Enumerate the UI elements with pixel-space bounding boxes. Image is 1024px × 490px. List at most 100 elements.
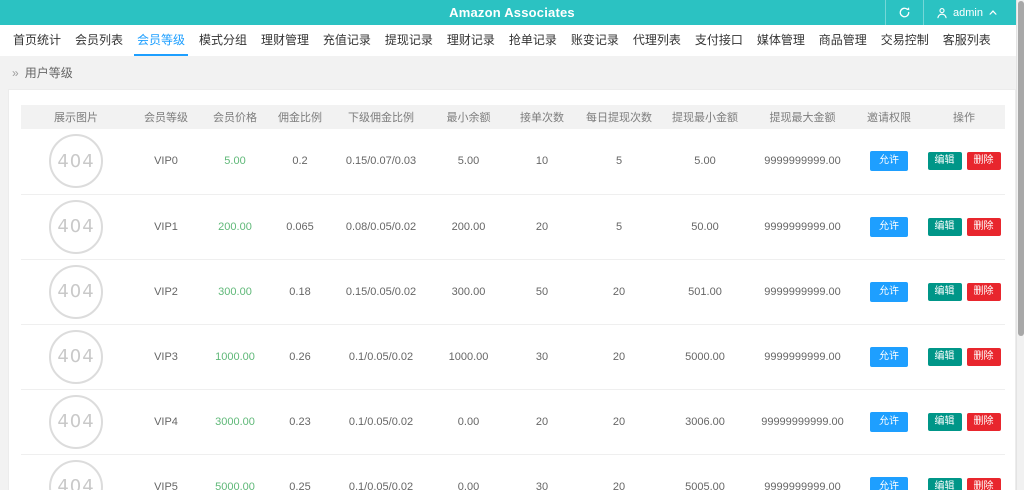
cell-member-level: VIP5 [131, 454, 201, 490]
cell-member-level: VIP3 [131, 324, 201, 390]
nav-item-10[interactable]: 账变记录 [570, 33, 619, 47]
edit-button[interactable]: 编辑 [927, 152, 962, 171]
placeholder-404-text: 404 [57, 346, 95, 367]
cell-member-level: VIP2 [131, 259, 201, 325]
refresh-button[interactable] [885, 0, 925, 25]
cell-max-withdrawal: 9999999999.00 [750, 129, 855, 195]
edit-button[interactable]: 编辑 [927, 412, 962, 431]
cell-commission-ratio: 0.2 [269, 129, 331, 195]
cell-max-withdrawal: 9999999999.00 [750, 194, 855, 260]
cell-daily-withdrawal-count: 5 [578, 194, 660, 260]
cell-order-count: 50 [506, 259, 578, 325]
placeholder-404-text: 404 [57, 150, 95, 172]
nav-item-7[interactable]: 提现记录 [384, 33, 433, 47]
cell-min-balance: 5.00 [431, 129, 506, 195]
cell-order-count: 30 [506, 324, 578, 390]
allow-button[interactable]: 允许 [870, 281, 908, 302]
table-body: 404 VIP0 5.00 0.2 0.15/0.07/0.03 5.00 10… [21, 129, 1005, 490]
cell-commission-ratio: 0.23 [269, 389, 331, 455]
cell-max-withdrawal: 9999999999.00 [750, 454, 855, 490]
vip-levels-table: 展示图片 会员等级 会员价格 佣金比例 下级佣金比例 最小余额 接单次数 每日提现次数 提现最小… [21, 105, 1005, 490]
app-title: Amazon Associates [449, 5, 575, 20]
cell-daily-withdrawal-count: 5 [578, 129, 660, 195]
table-row: 404 VIP5 5000.00 0.25 0.1/0.05/0.02 0.00… [21, 454, 1005, 490]
image-404-placeholder: 404 [49, 134, 103, 189]
cell-commission-ratio: 0.18 [269, 259, 331, 325]
delete-button[interactable]: 删除 [966, 152, 1001, 171]
cell-commission-ratio: 0.065 [269, 194, 331, 260]
nav-item-15[interactable]: 交易控制 [880, 33, 929, 47]
vertical-scrollbar[interactable] [1016, 0, 1024, 490]
nav-item-4[interactable]: 模式分组 [198, 33, 247, 47]
cell-member-price: 1000.00 [201, 324, 269, 390]
allow-button[interactable]: 允许 [870, 151, 908, 172]
allow-button[interactable]: 允许 [870, 216, 908, 237]
breadcrumb-label: 用户等级 [24, 66, 73, 80]
nav-item-9[interactable]: 抢单记录 [508, 33, 557, 47]
nav-item-12[interactable]: 支付接口 [694, 33, 743, 47]
allow-button[interactable]: 允许 [870, 346, 908, 367]
edit-button[interactable]: 编辑 [927, 217, 962, 236]
scrollbar-thumb[interactable] [1018, 1, 1024, 336]
admin-username: admin [953, 6, 983, 19]
cell-min-balance: 300.00 [431, 259, 506, 325]
cell-daily-withdrawal-count: 20 [578, 259, 660, 325]
cell-member-level: VIP4 [131, 389, 201, 455]
cell-order-count: 30 [506, 454, 578, 490]
cell-max-withdrawal: 99999999999.00 [750, 389, 855, 455]
cell-sub-commission-ratio: 0.1/0.05/0.02 [331, 389, 431, 455]
nav-item-1[interactable]: 首页统计 [13, 33, 62, 47]
table-row: 404 VIP3 1000.00 0.26 0.1/0.05/0.02 1000… [21, 324, 1005, 390]
navbar: 首页统计 会员列表 会员等级 模式分组 理财管理 充值记录 提现记录 理财记录 抢单记录 账变记录… [0, 25, 1024, 56]
table-row: 404 VIP2 300.00 0.18 0.15/0.05/0.02 300.… [21, 259, 1005, 325]
delete-button[interactable]: 删除 [966, 477, 1001, 490]
delete-button[interactable]: 删除 [966, 412, 1001, 431]
edit-button[interactable]: 编辑 [927, 477, 962, 490]
table-row: 404 VIP1 200.00 0.065 0.08/0.05/0.02 200… [21, 194, 1005, 260]
cell-daily-withdrawal-count: 20 [578, 454, 660, 490]
cell-min-withdrawal: 3006.00 [660, 389, 750, 455]
cell-daily-withdrawal-count: 20 [578, 389, 660, 455]
allow-button[interactable]: 允许 [870, 476, 908, 490]
nav-item-3[interactable]: 会员等级 [133, 25, 188, 56]
column-header: 会员价格 [201, 105, 269, 129]
cell-min-withdrawal: 501.00 [660, 259, 750, 325]
image-404-placeholder: 404 [49, 199, 103, 254]
caret-up-icon [988, 8, 998, 17]
nav-item-13[interactable]: 媒体管理 [756, 33, 805, 47]
nav-item-5[interactable]: 理财管理 [260, 33, 309, 47]
cell-min-balance: 0.00 [431, 454, 506, 490]
nav-item-14[interactable]: 商品管理 [818, 33, 867, 47]
user-icon [936, 7, 948, 19]
column-header: 操作 [923, 105, 1005, 129]
refresh-icon [898, 6, 911, 19]
cell-commission-ratio: 0.25 [269, 454, 331, 490]
image-404-placeholder: 404 [49, 329, 103, 384]
placeholder-404-text: 404 [57, 411, 95, 432]
content-card: 展示图片 会员等级 会员价格 佣金比例 下级佣金比例 最小余额 接单次数 每日提现次数 提现最小… [8, 89, 1016, 490]
nav-item-2[interactable]: 会员列表 [74, 33, 123, 47]
nav-item-16[interactable]: 客服列表 [942, 33, 991, 47]
user-menu[interactable]: admin [924, 0, 1010, 25]
cell-order-count: 20 [506, 389, 578, 455]
nav-item-6[interactable]: 充值记录 [322, 33, 371, 47]
edit-button[interactable]: 编辑 [927, 347, 962, 366]
placeholder-404-text: 404 [57, 216, 95, 237]
cell-daily-withdrawal-count: 20 [578, 324, 660, 390]
delete-button[interactable]: 删除 [966, 347, 1001, 366]
edit-button[interactable]: 编辑 [927, 282, 962, 301]
breadcrumb-chevron-icon: » [12, 65, 19, 80]
nav-item-11[interactable]: 代理列表 [632, 33, 681, 47]
cell-sub-commission-ratio: 0.1/0.05/0.02 [331, 324, 431, 390]
breadcrumb: » 用户等级 [0, 56, 1024, 89]
cell-member-level: VIP1 [131, 194, 201, 260]
delete-button[interactable]: 删除 [966, 282, 1001, 301]
nav-item-8[interactable]: 理财记录 [446, 33, 495, 47]
image-404-placeholder: 404 [49, 459, 103, 490]
delete-button[interactable]: 删除 [966, 217, 1001, 236]
cell-member-price: 5.00 [201, 129, 269, 195]
cell-min-balance: 200.00 [431, 194, 506, 260]
cell-min-withdrawal: 50.00 [660, 194, 750, 260]
allow-button[interactable]: 允许 [870, 411, 908, 432]
cell-min-balance: 1000.00 [431, 324, 506, 390]
